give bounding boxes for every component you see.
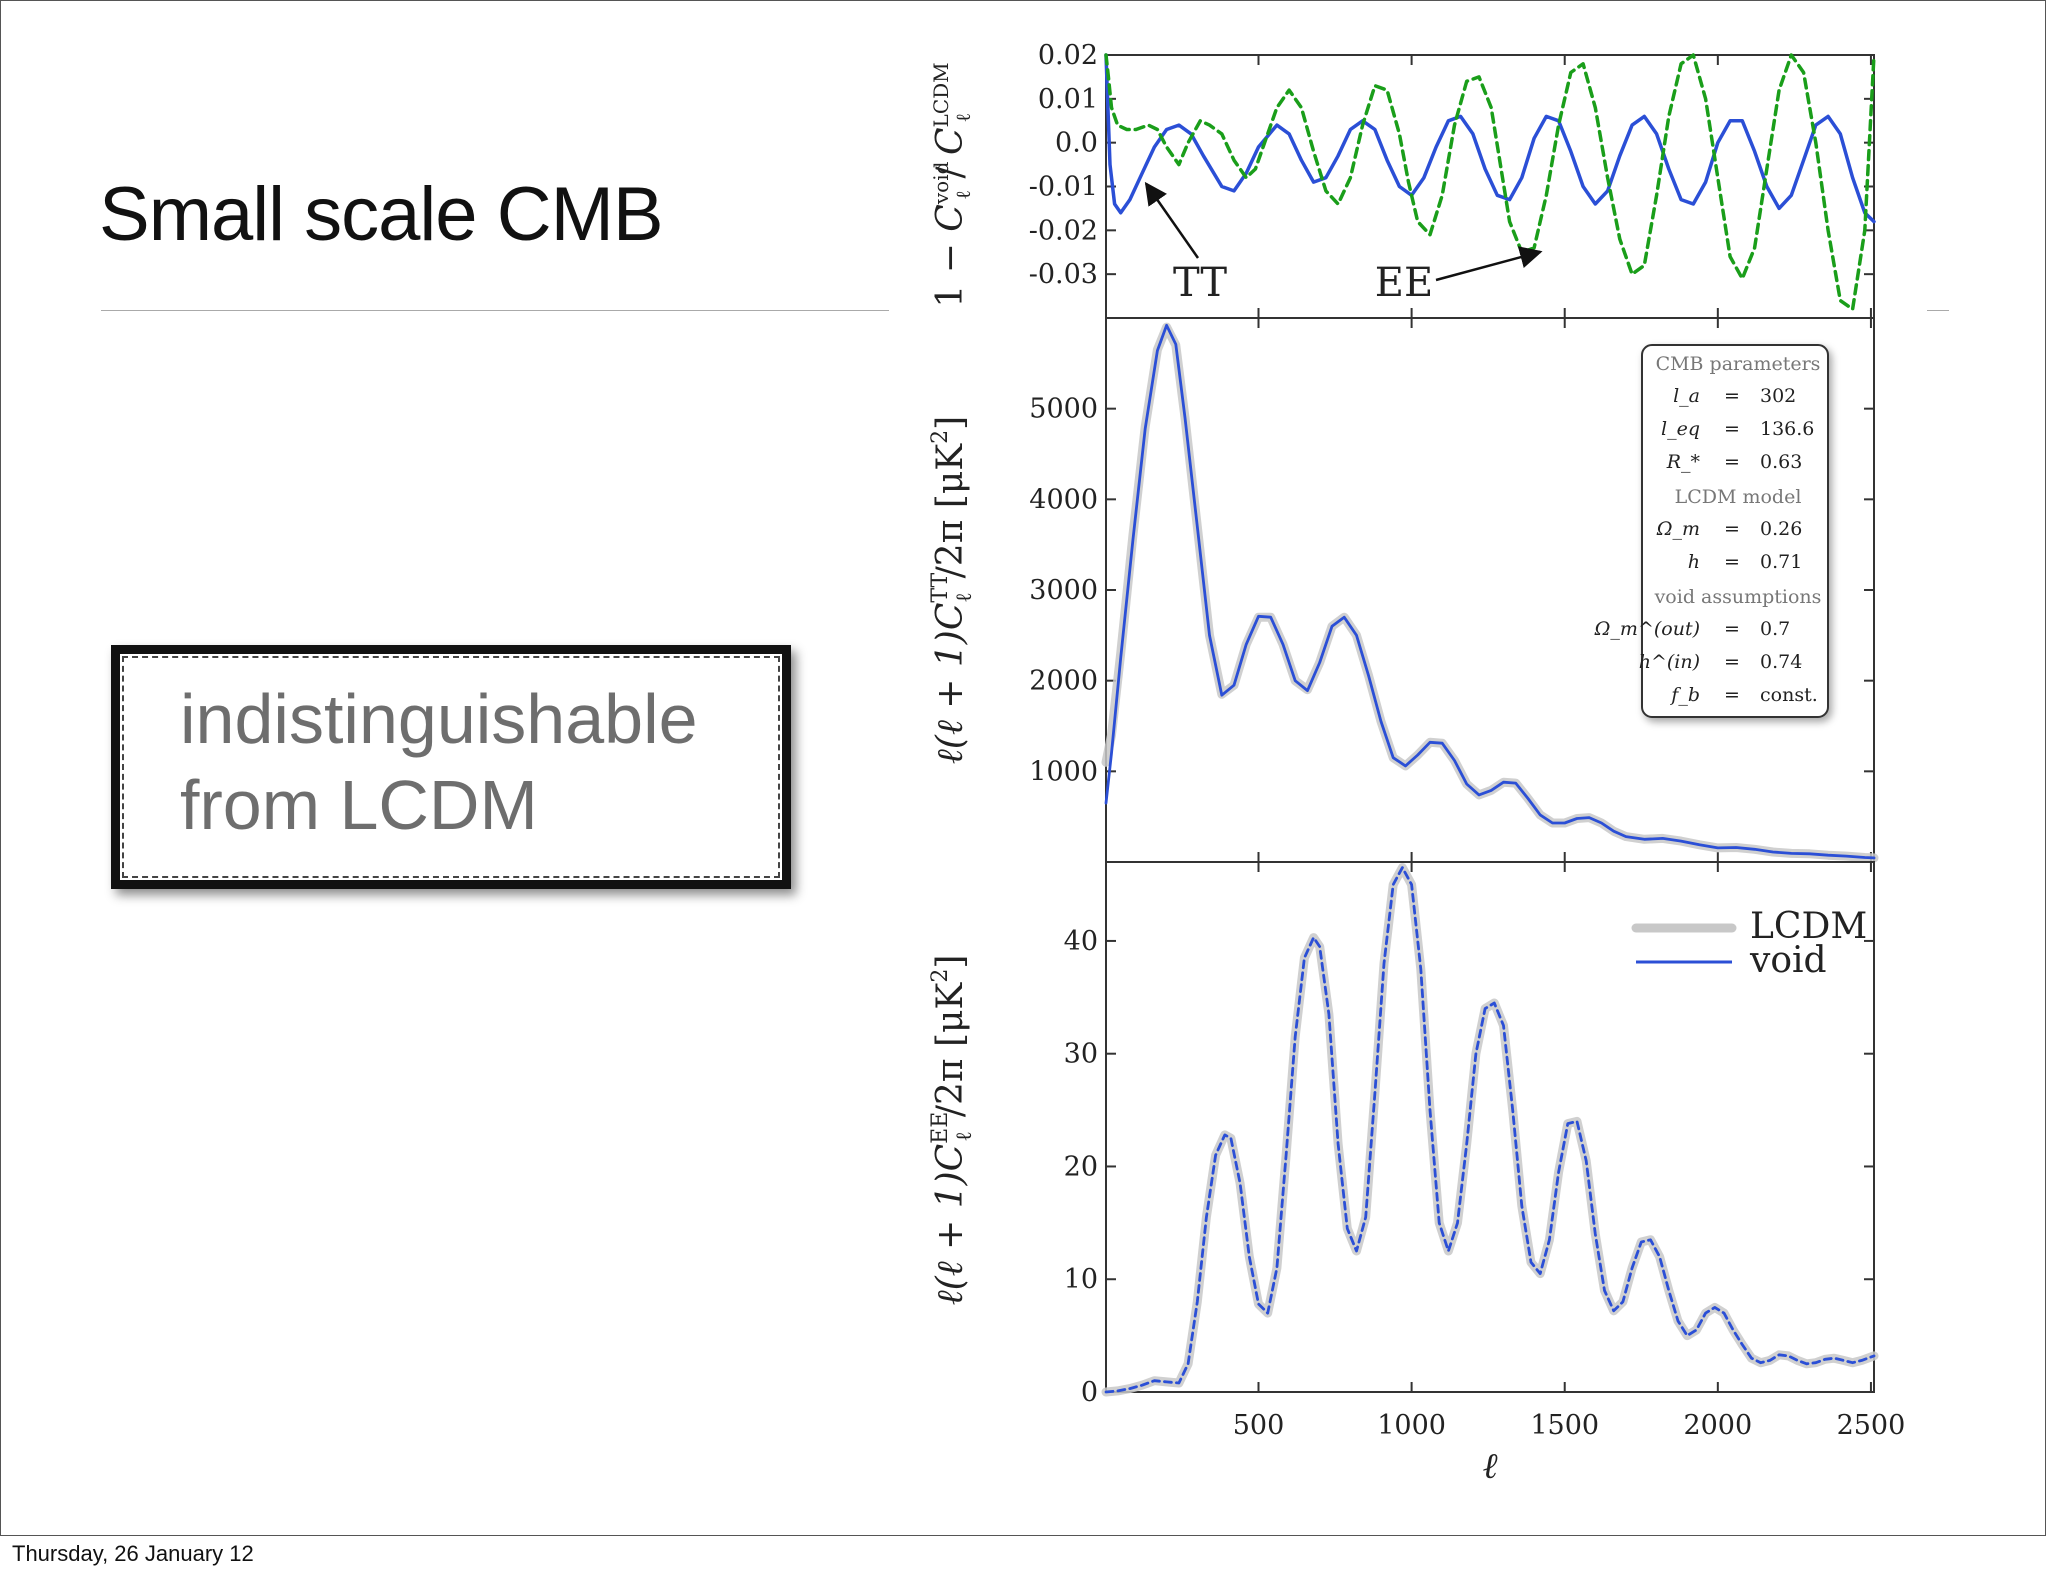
- parameter-value: 0.71: [1760, 551, 1802, 573]
- parameter-value: 0.26: [1760, 518, 1802, 540]
- parameter-equals: =: [1724, 651, 1740, 673]
- parameter-symbol: Ω_m^(out): [1594, 618, 1700, 640]
- series-line-EE-void: [1104, 866, 1876, 1394]
- parameter-equals: =: [1724, 518, 1740, 540]
- ytick-label-TT: 4000: [1029, 484, 1098, 515]
- title-divider-right: [1927, 310, 1949, 311]
- ytick-label-ratio: -0.01: [1029, 172, 1098, 203]
- ytick-label-EE: 0: [1081, 1377, 1098, 1408]
- annotation-ee-label: EE: [1375, 260, 1433, 306]
- ytick-label-EE: 10: [1064, 1264, 1098, 1295]
- series-line-TT-void: [1104, 323, 1876, 860]
- ytick-label-EE: 30: [1064, 1039, 1098, 1070]
- parameter-symbol: h: [1688, 551, 1700, 573]
- y-axis-title-ee: ℓ(ℓ + 1)CEEℓ/2π [μK2]: [928, 955, 977, 1306]
- xtick-label: 2500: [1837, 1410, 1906, 1441]
- ytick-label-ratio: -0.02: [1029, 215, 1098, 246]
- parameter-box: CMB parameters l_a = 302 l_eq = 136.6 R_* = 0.63 L…: [1594, 344, 1829, 718]
- ytick-label-ratio: 0.01: [1038, 84, 1098, 115]
- slide: Small scale CMB indistinguishable from L…: [0, 0, 2046, 1536]
- xtick-label: 1000: [1377, 1410, 1446, 1441]
- title-divider: [101, 310, 889, 311]
- xtick-label: 2000: [1683, 1410, 1752, 1441]
- parameter-section-heading: LCDM model: [1675, 486, 1802, 508]
- ytick-label-TT: 5000: [1029, 394, 1098, 425]
- ytick-label-ratio: -0.03: [1029, 259, 1098, 290]
- xtick-label: 500: [1233, 1410, 1285, 1441]
- parameter-symbol: f_b: [1669, 684, 1700, 706]
- parameter-value: 0.63: [1760, 451, 1802, 473]
- parameter-symbol: R_*: [1666, 451, 1701, 473]
- parameter-value: 302: [1760, 385, 1796, 407]
- callout-line-1: indistinguishable: [180, 680, 698, 758]
- parameter-equals: =: [1724, 385, 1740, 407]
- panel-ratio: 0.02 0.01 0.0 -0.01 -0.02 -0.03: [1029, 40, 1876, 319]
- legend-label-void: void: [1749, 940, 1827, 981]
- panel-TT: 1000 2000 3000 4000 5000: [1029, 317, 1879, 863]
- ytick-label-TT: 2000: [1029, 666, 1098, 697]
- y-axis-title-ratio: 1 − Cvoidℓ / CLCDMℓ: [929, 62, 975, 307]
- y-axis-title-ee-text: ℓ(ℓ + 1)CEEℓ/2π [μK2]: [928, 955, 977, 1306]
- ytick-label-ratio: 0.02: [1038, 40, 1098, 71]
- x-axis-title: ℓ: [1483, 1446, 1498, 1487]
- parameter-value: 0.7: [1760, 618, 1790, 640]
- parameter-section-heading: CMB parameters: [1656, 353, 1821, 375]
- series-line-ratio-ee: [1104, 53, 1876, 311]
- callout-text: indistinguishable from LCDM: [180, 676, 698, 848]
- parameter-symbol: Ω_m: [1656, 518, 1700, 540]
- panels-group: 0.02 0.01 0.0 -0.01 -0.02 -0.03 1000 2000 3000 40…: [928, 40, 1905, 1487]
- series-line-ratio-tt: [1104, 53, 1876, 224]
- parameter-section-heading: void assumptions: [1654, 586, 1822, 608]
- parameter-equals: =: [1724, 551, 1740, 573]
- parameter-box-frame: [1641, 344, 1829, 718]
- parameter-equals: =: [1724, 684, 1740, 706]
- parameter-value: 0.74: [1760, 651, 1802, 673]
- panel-frame-EE: [1105, 861, 1875, 1393]
- callout-box: indistinguishable from LCDM: [111, 645, 791, 889]
- ytick-label-TT: 3000: [1029, 575, 1098, 606]
- ratio-annotations: TT EE: [1144, 181, 1543, 306]
- footer-date: Thursday, 26 January 12: [12, 1541, 254, 1566]
- y-axis-title-ratio-text: 1 − Cvoidℓ / CLCDMℓ: [929, 62, 975, 307]
- y-axis-title-tt: ℓ(ℓ + 1)CTTℓ/2π [μK2]: [928, 416, 977, 764]
- ytick-label-EE: 40: [1064, 926, 1098, 957]
- parameter-value: 136.6: [1760, 418, 1814, 440]
- parameter-symbol: l_a: [1673, 385, 1700, 407]
- parameter-symbol: h^(in): [1639, 651, 1700, 673]
- parameter-symbol: l_eq: [1661, 418, 1700, 440]
- callout-line-2: from LCDM: [180, 766, 538, 844]
- annotation-tt-label: TT: [1173, 260, 1227, 306]
- parameter-equals: =: [1724, 618, 1740, 640]
- ytick-label-ratio: 0.0: [1055, 128, 1098, 159]
- parameter-equals: =: [1724, 418, 1740, 440]
- parameter-value: const.: [1760, 684, 1818, 706]
- slide-title: Small scale CMB: [99, 172, 664, 257]
- panel-EE: 0 10 20 30 40 500 1000 1500 2000 2500 ℓ: [1064, 861, 1906, 1487]
- parameter-equals: =: [1724, 451, 1740, 473]
- legend-label-lcdm: LCDM: [1750, 906, 1867, 947]
- annotation-ee-arrow: [1435, 246, 1543, 282]
- ytick-label-TT: 1000: [1029, 756, 1098, 787]
- annotation-tt-arrow: [1144, 181, 1200, 259]
- ytick-label-EE: 20: [1064, 1151, 1098, 1182]
- y-axis-title-tt-text: ℓ(ℓ + 1)CTTℓ/2π [μK2]: [928, 416, 977, 764]
- xtick-label: 1500: [1530, 1410, 1599, 1441]
